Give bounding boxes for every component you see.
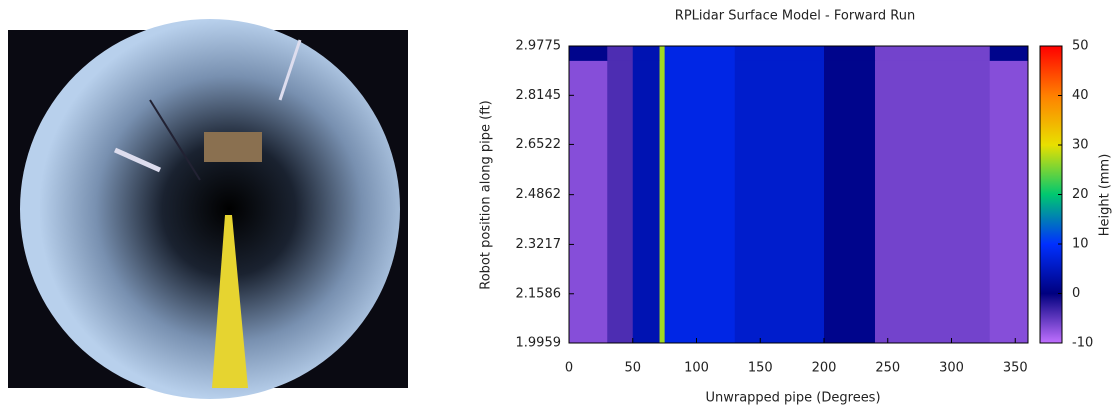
y-tick-label: 2.6522 [516,137,562,152]
y-tick-label: 2.8145 [516,88,562,103]
x-tick-label: 300 [939,361,964,376]
colorbar-label: Height (mm) [1098,154,1113,237]
heatmap-cell [875,60,991,344]
colorbar-tick-label: 30 [1072,138,1089,153]
x-tick-label: 200 [812,361,837,376]
heatmap-cell [607,46,634,61]
heatmap-cell [569,60,608,344]
heatmap-cell [824,60,876,344]
heatmap-cell [659,60,666,344]
heatmap-cell [664,60,736,344]
x-tick-label: 50 [624,361,641,376]
x-tick-label: 350 [1003,361,1028,376]
heatmap-cell [824,46,876,61]
heatmap-cell [989,60,1029,344]
heatmap-cell [989,46,1029,61]
heatmap-cell [659,46,666,61]
x-tick-label: 0 [565,361,573,376]
heatmap-cell [569,46,608,61]
y-tick-label: 1.9959 [516,336,562,351]
heatmap-cell [632,46,661,61]
heatmap-cell [664,46,736,61]
x-tick-label: 150 [748,361,773,376]
colorbar-tick-label: 20 [1072,187,1089,202]
pipe-photo [8,19,408,399]
y-tick-label: 2.9775 [516,39,562,54]
x-axis-label: Unwrapped pipe (Degrees) [705,391,880,406]
heatmap-cell [632,60,661,344]
colorbar-tick-label: 40 [1072,88,1089,103]
chart-title: RPLidar Surface Model - Forward Run [675,9,915,24]
heatmap-cell [607,60,634,344]
colorbar-tick-label: 0 [1072,286,1080,301]
heatmap-cell [875,46,991,61]
colorbar-tick-label: 50 [1072,39,1089,54]
heatmap-cell [734,46,825,61]
y-axis-label: Robot position along pipe (ft) [479,100,494,289]
colorbar-tick-label: 10 [1072,237,1089,252]
x-tick-label: 100 [684,361,709,376]
heatmap-cell [734,60,825,344]
colorbar-tick-label: -10 [1072,336,1093,351]
y-tick-label: 2.1586 [516,286,562,301]
y-tick-label: 2.4862 [516,187,562,202]
x-tick-label: 250 [875,361,900,376]
y-tick-label: 2.3217 [516,237,562,252]
